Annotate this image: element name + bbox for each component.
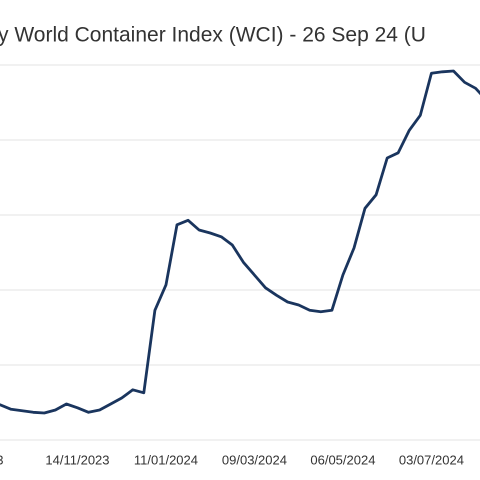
x-tick-label: 03/07/2024 — [399, 452, 464, 467]
x-tick-label: 06/05/2024 — [310, 452, 375, 467]
x-tick-label: 11/01/2024 — [134, 452, 198, 467]
x-tick-label: 2023 — [0, 452, 3, 467]
x-tick-label: 14/11/2023 — [45, 452, 109, 467]
x-tick-label: 09/03/2024 — [222, 452, 287, 467]
chart-title: y World Container Index (WCI) - 26 Sep 2… — [0, 24, 426, 47]
line-series — [0, 69, 480, 415]
